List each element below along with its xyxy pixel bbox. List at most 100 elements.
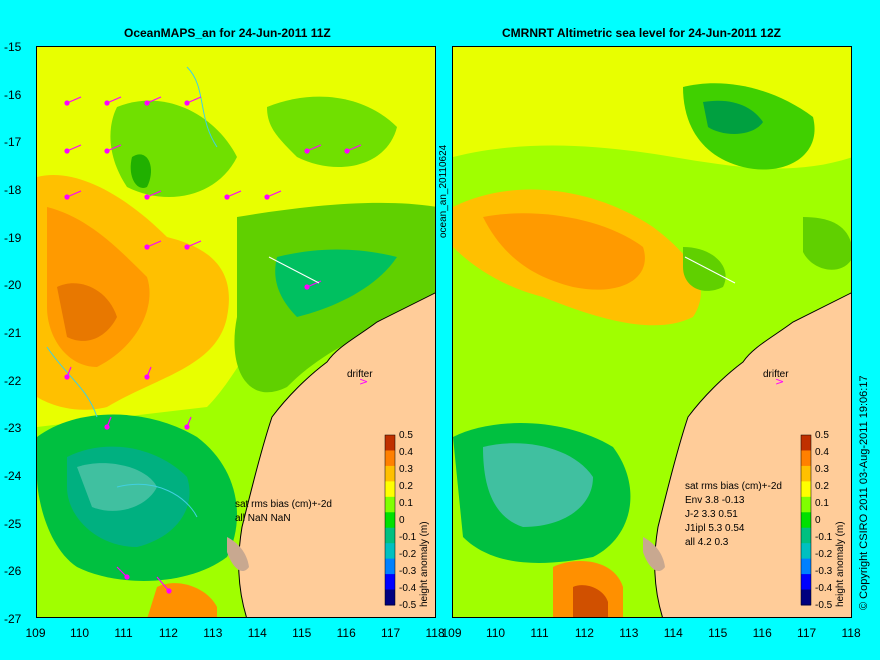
colorbar-tick-label: -0.3 — [815, 566, 833, 577]
y-tick-label: -16 — [4, 87, 22, 102]
colorbar-tick-label: 0.3 — [399, 464, 413, 475]
y-tick-label: -20 — [4, 278, 22, 293]
right-stats-line: Env 3.8 -0.13 — [685, 495, 745, 506]
colorbar-swatch — [385, 481, 395, 498]
colorbar-tick-label: 0.4 — [815, 447, 829, 458]
x-tick-label: 110 — [69, 626, 90, 640]
colorbar-tick-label: 0.2 — [399, 481, 413, 492]
colorbar-swatch — [385, 496, 395, 513]
colorbar-tick-label: 0.1 — [399, 498, 413, 509]
x-tick-label: 118 — [841, 626, 861, 640]
left-map-panel: drifter > sat rms bias (cm)+-2d all NaN … — [36, 46, 436, 618]
colorbar-tick-label: 0.2 — [815, 481, 829, 492]
colorbar-tick-label: 0 — [399, 515, 405, 526]
right-stats-line: J1ipl 5.3 0.54 — [685, 523, 745, 534]
right-map-panel: drifter > sat rms bias (cm)+-2d Env 3.8 … — [452, 46, 852, 618]
right-stats-line: all 4.2 0.3 — [685, 537, 729, 548]
left-drifter-label: drifter — [347, 369, 373, 380]
x-tick-label: 115 — [708, 626, 728, 640]
colorbar-tick-label: 0.1 — [815, 498, 829, 509]
colorbar-swatch — [385, 543, 395, 560]
colorbar-swatch — [385, 450, 395, 467]
colorbar-swatch — [801, 574, 811, 591]
colorbar-swatch — [801, 435, 811, 451]
right-stats-header: sat rms bias (cm)+-2d — [685, 481, 782, 492]
colorbar-tick-label: -0.4 — [815, 583, 833, 594]
colorbar-swatch — [385, 558, 395, 575]
colorbar-tick-label: -0.5 — [815, 600, 833, 611]
right-map: drifter > sat rms bias (cm)+-2d Env 3.8 … — [453, 47, 851, 617]
colorbar-tick-label: -0.3 — [399, 566, 417, 577]
y-tick-label: -24 — [4, 469, 22, 483]
left-stats-line: all NaN NaN — [235, 513, 291, 524]
right-stats-line: J-2 3.3 0.51 — [685, 509, 738, 520]
left-colorbar: 0.5 0.4 0.3 0.2 0.1 0 -0.1 -0.2 -0.3 -0.4 -0.5 hei… — [384, 430, 430, 611]
colorbar-swatch — [385, 435, 395, 451]
right-colorbar: 0.5 0.4 0.3 0.2 0.1 0 -0.1 -0.2 -0.3 -0.4 -0.5 hei… — [800, 430, 846, 611]
colorbar-swatch — [801, 496, 811, 513]
colorbar-swatch — [385, 589, 395, 606]
colorbar-tick-label: 0.5 — [815, 430, 829, 441]
x-tick-label: 111 — [530, 626, 549, 640]
left-colorbar-label: height anomaly (m) — [419, 521, 430, 607]
y-tick-label: -21 — [4, 326, 22, 340]
x-tick-label: 115 — [292, 626, 312, 640]
right-drifter-label: drifter — [763, 369, 789, 380]
x-tick-label: 117 — [381, 626, 401, 640]
x-tick-label: 112 — [574, 626, 594, 640]
svg-text:>: > — [359, 375, 368, 388]
x-tick-label: 112 — [158, 626, 178, 640]
y-tick-label: -15 — [4, 40, 22, 54]
x-tick-label: 114 — [247, 626, 267, 640]
y-tick-label: -26 — [4, 564, 22, 579]
y-tick-label: -27 — [4, 612, 22, 626]
colorbar-tick-label: 0 — [815, 515, 821, 526]
x-tick-label: 117 — [797, 626, 817, 640]
colorbar-tick-label: -0.2 — [399, 549, 417, 560]
x-tick-label: 118 — [425, 626, 445, 640]
colorbar-swatch — [385, 574, 395, 591]
colorbar-swatch — [801, 527, 811, 544]
colorbar-swatch — [801, 558, 811, 575]
x-tick-label: 114 — [663, 626, 683, 640]
colorbar-swatch — [801, 543, 811, 560]
x-tick-label: 109 — [441, 626, 462, 640]
run-id-label: ocean_an_20110624 — [438, 144, 449, 238]
y-tick-label: -25 — [4, 516, 22, 531]
colorbar-tick-label: -0.1 — [399, 532, 417, 543]
y-tick-label: -19 — [4, 230, 22, 245]
colorbar-swatch — [801, 481, 811, 498]
x-tick-label: 110 — [485, 626, 506, 640]
colorbar-swatch — [801, 589, 811, 606]
colorbar-swatch — [385, 465, 395, 482]
y-tick-label: -23 — [4, 421, 22, 436]
x-tick-label: 116 — [336, 626, 356, 640]
colorbar-tick-label: -0.5 — [399, 600, 417, 611]
y-tick-label: -17 — [4, 135, 22, 150]
right-colorbar-label: height anomaly (m) — [835, 521, 846, 607]
colorbar-swatch — [801, 465, 811, 482]
colorbar-tick-label: -0.2 — [815, 549, 833, 560]
x-tick-label: 111 — [114, 626, 133, 640]
colorbar-swatch — [385, 527, 395, 544]
x-tick-label: 116 — [752, 626, 772, 640]
svg-text:>: > — [775, 375, 784, 388]
copyright-label: © Copyright CSIRO 2011 03-Aug-2011 19:06… — [858, 375, 870, 610]
colorbar-swatch — [801, 450, 811, 467]
x-tick-label: 113 — [619, 626, 639, 640]
left-panel-title: OceanMAPS_an for 24-Jun-2011 11Z — [124, 26, 331, 40]
x-tick-label: 113 — [203, 626, 223, 640]
colorbar-tick-label: 0.5 — [399, 430, 413, 441]
left-map: drifter > sat rms bias (cm)+-2d all NaN … — [37, 47, 435, 617]
colorbar-tick-label: -0.1 — [815, 532, 833, 543]
y-tick-label: -18 — [4, 183, 22, 197]
x-tick-label: 109 — [25, 626, 46, 640]
colorbar-tick-label: 0.4 — [399, 447, 413, 458]
colorbar-swatch — [385, 512, 395, 529]
right-panel-title: CMRNRT Altimetric sea level for 24-Jun-2… — [502, 26, 781, 40]
left-stats-header: sat rms bias (cm)+-2d — [235, 499, 332, 510]
y-tick-label: -22 — [4, 373, 22, 388]
colorbar-tick-label: -0.4 — [399, 583, 417, 594]
colorbar-swatch — [801, 512, 811, 529]
colorbar-tick-label: 0.3 — [815, 464, 829, 475]
